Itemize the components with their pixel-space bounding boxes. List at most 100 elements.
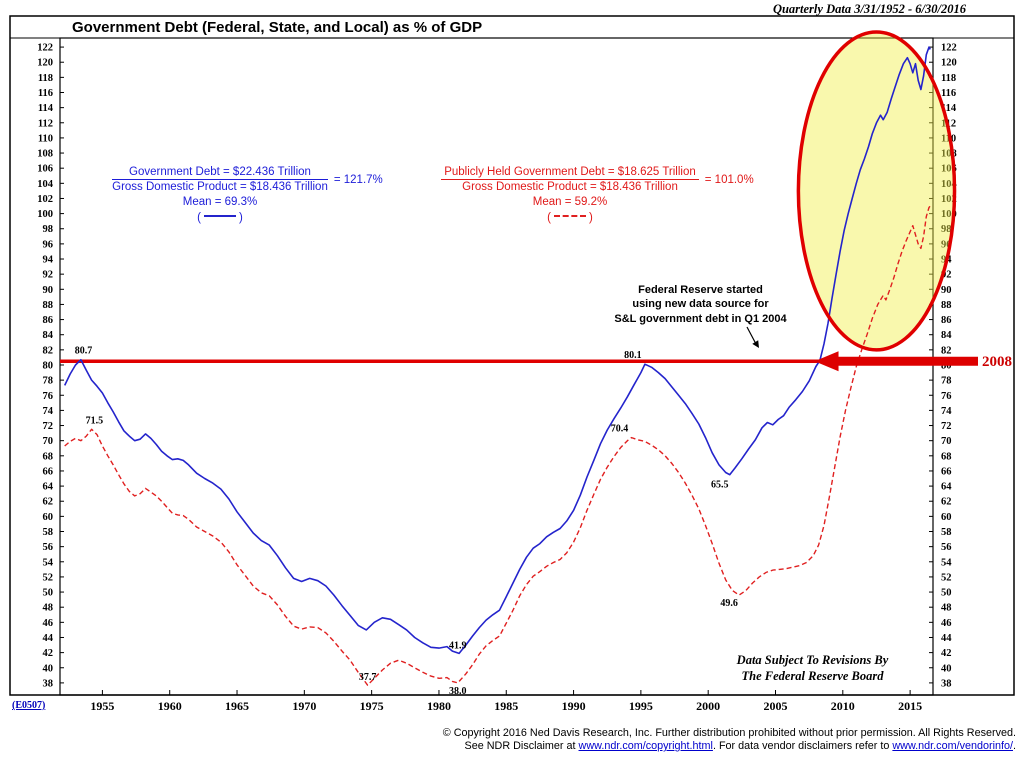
y-axis-label: 108: [941, 149, 957, 160]
y-axis-label: 86: [941, 315, 952, 326]
y-axis-label: 90: [941, 285, 952, 296]
y-axis-label: 94: [43, 255, 54, 266]
y-axis-label: 80: [43, 360, 54, 371]
y-axis-label: 96: [941, 239, 952, 250]
arrow-2008-label: 2008: [982, 354, 1012, 370]
y-axis-label: 56: [43, 542, 54, 553]
y-axis-label: 106: [941, 164, 957, 175]
y-axis-label: 74: [941, 406, 952, 417]
y-axis-label: 90: [43, 285, 54, 296]
fed-note-arrow-head: [752, 340, 759, 348]
y-axis-label: 102: [37, 194, 53, 205]
y-axis-label: 52: [941, 572, 952, 583]
y-axis-label: 68: [941, 451, 952, 462]
legend-ratio-value: = 101.0%: [704, 173, 754, 186]
y-axis-label: 98: [43, 224, 54, 235]
y-axis-label: 58: [941, 527, 952, 538]
legend-line-sample: (): [197, 212, 243, 224]
y-axis-label: 88: [43, 300, 54, 311]
x-axis-label: 2015: [898, 699, 922, 713]
chart-code-link[interactable]: (E0507): [12, 700, 46, 711]
y-axis-label: 86: [43, 315, 54, 326]
legend-mean-value: Mean = 59.2%: [532, 196, 608, 208]
fed-note-line: using new data source for: [632, 298, 769, 311]
y-axis-label: 96: [43, 239, 54, 250]
page-title: Government Debt (Federal, State, and Loc…: [72, 19, 483, 36]
x-axis-label: 1990: [562, 699, 586, 713]
y-axis-label: 72: [941, 421, 952, 432]
y-axis-label: 60: [941, 512, 952, 523]
y-axis-label: 74: [43, 406, 54, 417]
y-axis-label: 76: [941, 391, 952, 402]
revisions-note: Data Subject To Revisions By The Federal…: [695, 653, 930, 684]
solid-line-symbol: [204, 215, 236, 218]
data-point-label: 41.9: [449, 640, 467, 651]
data-point-label: 37.7: [359, 672, 377, 683]
x-axis-label: 1995: [629, 699, 653, 713]
y-axis-label: 104: [37, 179, 54, 190]
y-axis-label: 50: [941, 588, 952, 599]
vendorinfo-link[interactable]: www.ndr.com/vendorinfo/: [892, 740, 1013, 752]
highlight-ellipse: [796, 30, 957, 352]
y-axis-label: 62: [941, 497, 952, 508]
y-axis-label: 48: [941, 603, 952, 614]
x-axis-label: 2000: [696, 699, 720, 713]
y-axis-label: 54: [43, 557, 54, 568]
y-axis-label: 68: [43, 451, 54, 462]
y-axis-label: 108: [37, 149, 53, 160]
y-axis-label: 104: [941, 179, 958, 190]
copyright-link[interactable]: www.ndr.com/copyright.html: [578, 740, 713, 752]
data-point-label: 38.0: [449, 686, 467, 697]
copyright-line: © Copyright 2016 Ned Davis Research, Inc…: [442, 727, 1016, 739]
y-axis-label: 46: [941, 618, 952, 629]
x-axis-label: 1970: [292, 699, 316, 713]
x-axis-label: 1975: [360, 699, 384, 713]
y-axis-label: 46: [43, 618, 54, 629]
y-axis-label: 60: [43, 512, 54, 523]
y-axis-label: 78: [941, 376, 952, 387]
legend-numerator: Government Debt = $22.436 Trillion: [112, 166, 328, 180]
x-axis-label: 1965: [225, 699, 249, 713]
y-axis-label: 84: [941, 330, 952, 341]
y-axis-label: 98: [941, 224, 952, 235]
y-axis-label: 40: [43, 663, 54, 674]
y-axis-label: 112: [38, 118, 53, 129]
y-axis-label: 118: [38, 73, 53, 84]
y-axis-label: 38: [43, 678, 54, 689]
legend-ratio-value: = 121.7%: [333, 173, 383, 186]
y-axis-label: 66: [43, 466, 54, 477]
x-axis-label: 2010: [831, 699, 855, 713]
y-axis-label: 44: [43, 633, 54, 644]
y-axis-label: 122: [941, 43, 957, 54]
y-axis-label: 50: [43, 588, 54, 599]
y-axis-label: 64: [941, 482, 952, 493]
y-axis-label: 114: [941, 103, 957, 114]
legend-denominator: Gross Domestic Product = $18.436 Trillio…: [462, 181, 678, 193]
y-axis-label: 84: [43, 330, 54, 341]
x-axis-label: 1960: [158, 699, 182, 713]
y-axis-label: 82: [43, 345, 54, 356]
legend-publicly-held-debt: Publicly Held Government Debt = $18.625 …: [410, 166, 754, 224]
dashed-line-symbol: [554, 215, 586, 218]
y-axis-label: 100: [37, 209, 53, 220]
publicly-held-debt-series: [64, 205, 931, 686]
y-axis-label: 116: [38, 88, 53, 99]
y-axis-label: 120: [37, 58, 53, 69]
y-axis-label: 118: [941, 73, 956, 84]
y-axis-label: 92: [941, 270, 952, 281]
y-axis-label: 70: [941, 436, 952, 447]
fed-data-source-note: Federal Reserve started using new data s…: [588, 283, 813, 326]
y-axis-label: 54: [941, 557, 952, 568]
y-axis-label: 76: [43, 391, 54, 402]
fed-note-arrow: [746, 326, 757, 345]
y-axis-label: 70: [43, 436, 54, 447]
y-axis-label: 40: [941, 663, 952, 674]
y-axis-label: 80: [941, 360, 952, 371]
y-axis-label: 120: [941, 58, 957, 69]
y-axis-label: 42: [941, 648, 952, 659]
y-axis-label: 66: [941, 466, 952, 477]
y-axis-label: 64: [43, 482, 54, 493]
y-axis-label: 92: [43, 270, 54, 281]
data-point-label: 65.5: [711, 480, 729, 491]
